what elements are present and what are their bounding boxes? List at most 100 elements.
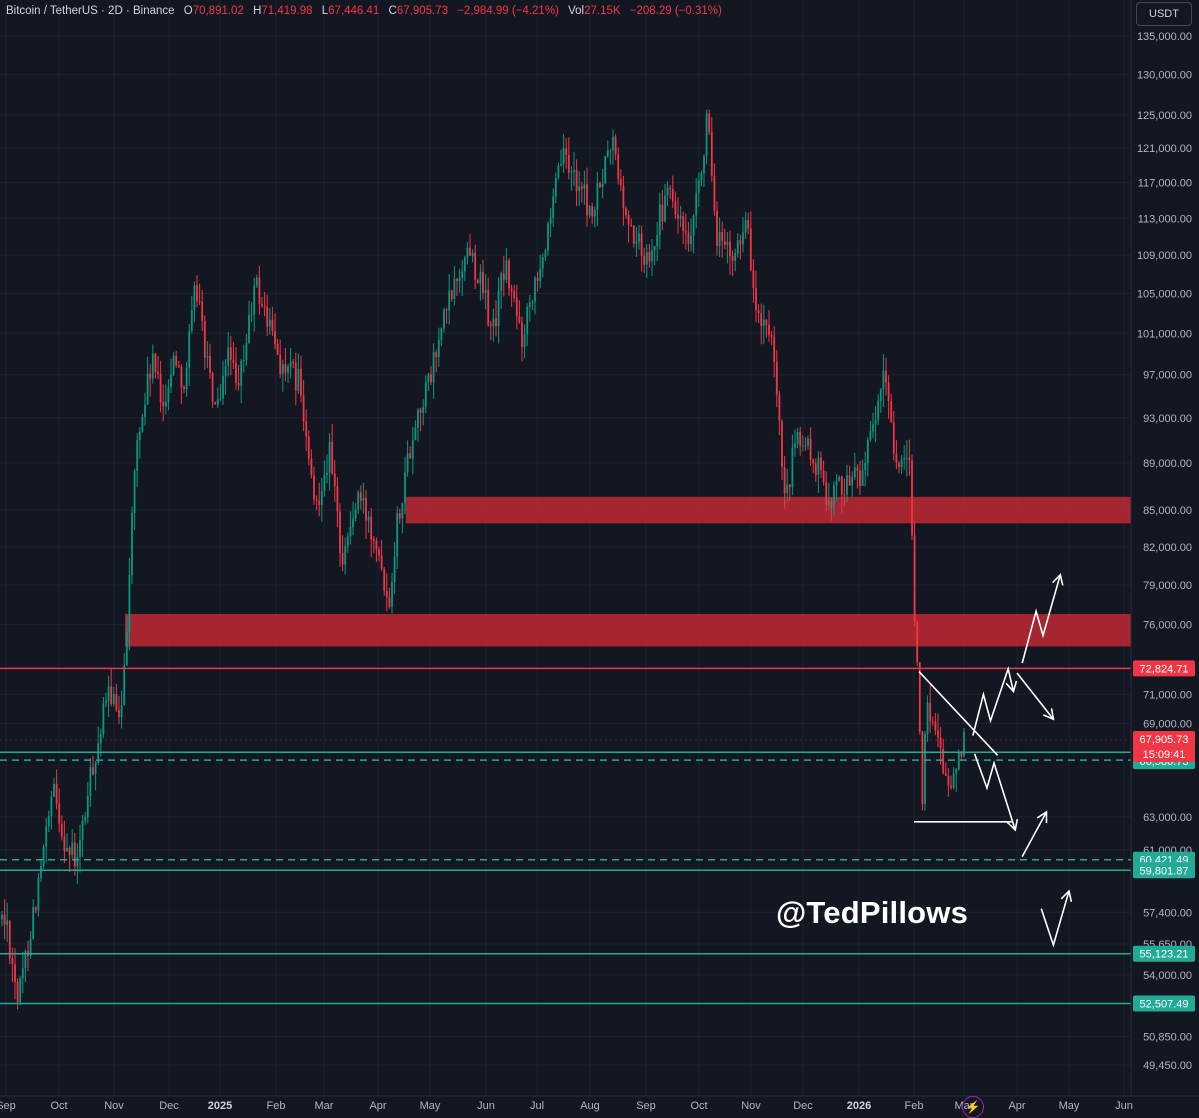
candle-body xyxy=(115,694,118,711)
candle-body xyxy=(341,553,344,565)
candle-body xyxy=(950,785,952,788)
candle xyxy=(495,300,497,337)
candle xyxy=(105,692,107,708)
candle-body xyxy=(8,920,11,959)
candle xyxy=(783,456,786,509)
scenario-arrow-path xyxy=(1016,672,1055,720)
candle xyxy=(68,845,71,873)
candle-body xyxy=(320,491,323,506)
candle xyxy=(552,188,555,227)
candle xyxy=(630,218,633,227)
time-tick-label: 2026 xyxy=(847,1100,871,1112)
lightning-icon[interactable]: ⚡ xyxy=(962,1096,984,1118)
candle-body xyxy=(820,457,822,471)
candle xyxy=(487,277,490,327)
candle-body xyxy=(154,353,157,372)
candle xyxy=(840,475,843,513)
candle-body xyxy=(128,575,131,633)
legend-header: Bitcoin / TetherUS · 2D · Binance O70,89… xyxy=(6,5,722,17)
candle xyxy=(289,347,292,379)
candle-body xyxy=(515,298,518,317)
candle xyxy=(388,587,391,609)
candle xyxy=(409,446,412,459)
candle-body xyxy=(669,187,672,189)
candle xyxy=(913,521,916,627)
candle-body xyxy=(435,352,438,358)
candle xyxy=(305,409,308,452)
candle xyxy=(625,206,627,219)
candle xyxy=(861,459,864,487)
candle xyxy=(515,284,518,330)
scenario-arrow-path xyxy=(1021,574,1062,664)
candle xyxy=(822,460,825,486)
candle-body xyxy=(593,209,596,217)
candle xyxy=(736,232,739,258)
candle-body xyxy=(159,373,162,403)
candle xyxy=(695,177,698,229)
symbol-title[interactable]: Bitcoin / TetherUS · 2D · Binance xyxy=(6,5,175,17)
candle-body xyxy=(479,271,482,284)
candle xyxy=(801,435,804,452)
candle-body xyxy=(482,271,484,293)
candle-body xyxy=(40,866,42,878)
scenario-arrow-path xyxy=(972,665,1015,736)
candle-body xyxy=(565,148,568,156)
candle-body xyxy=(84,816,87,821)
candle-body xyxy=(372,539,375,541)
candle xyxy=(502,256,505,297)
candle-body xyxy=(94,763,97,775)
candle-body xyxy=(198,301,201,303)
candle xyxy=(102,696,105,738)
candle-body xyxy=(549,217,552,224)
candle-body xyxy=(625,208,627,216)
candle xyxy=(825,470,828,512)
candle xyxy=(796,428,799,449)
candle-body xyxy=(398,513,401,519)
candle-body xyxy=(136,440,139,471)
candle xyxy=(404,456,406,515)
volume-change-value: −208.29 (−0.31%) xyxy=(629,5,722,17)
candle-body xyxy=(287,366,289,373)
candle xyxy=(853,453,856,481)
candle xyxy=(440,327,443,347)
candle-body xyxy=(424,381,427,408)
candle-body xyxy=(432,352,435,383)
candle-body xyxy=(281,364,284,375)
candle xyxy=(297,353,300,394)
candle xyxy=(180,364,183,404)
candle-body xyxy=(354,509,357,519)
candle-body xyxy=(450,290,453,300)
candle xyxy=(466,241,469,265)
time-tick-label: Jun xyxy=(477,1100,495,1112)
candle-body xyxy=(245,342,248,361)
candle xyxy=(814,458,817,483)
candle xyxy=(310,449,313,479)
time-tick-label: Aug xyxy=(580,1100,600,1112)
candle xyxy=(677,197,679,234)
candle xyxy=(185,361,188,397)
candle xyxy=(866,437,869,477)
candle-body xyxy=(487,290,490,325)
candle xyxy=(687,221,690,252)
candle xyxy=(149,364,152,397)
candle-body xyxy=(952,773,955,788)
candle xyxy=(924,730,926,811)
candle xyxy=(742,217,744,253)
candle xyxy=(963,728,965,758)
candle-body xyxy=(747,220,750,229)
candle-body xyxy=(807,438,809,446)
candle xyxy=(118,695,120,725)
currency-selector[interactable]: USDT xyxy=(1136,2,1192,26)
candle-body xyxy=(739,240,742,245)
candle-body xyxy=(864,463,867,471)
candle xyxy=(645,244,648,278)
candle xyxy=(892,411,895,461)
candle-body xyxy=(700,173,703,181)
candle xyxy=(84,812,87,825)
candle xyxy=(219,384,222,402)
scenario-arrow-head xyxy=(1036,810,1048,824)
candle xyxy=(261,296,263,308)
candle xyxy=(97,726,100,765)
candle-body xyxy=(645,252,648,265)
